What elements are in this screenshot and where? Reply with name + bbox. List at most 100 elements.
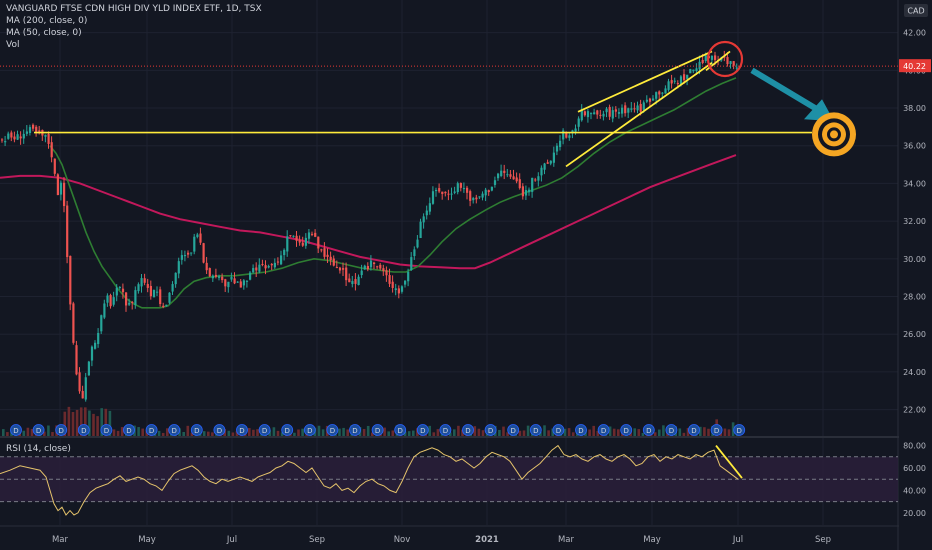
candle-body [524,190,528,196]
candle-body [450,193,453,195]
volume-bar [157,430,161,436]
candle-body [187,252,190,255]
volume-bar [592,425,595,436]
volume-bar [481,430,485,436]
volume-bar [202,431,206,436]
dividend-marker-label: D [330,427,335,435]
candle-body [661,92,664,94]
dividend-marker [416,424,429,436]
volume-bar [617,429,620,436]
volume-bar [699,426,702,436]
dividend-marker-label: D [104,427,109,435]
candle-body [221,276,224,281]
candle-body [397,288,400,294]
candle-body [264,265,267,269]
candle-body [239,281,242,288]
candle-body [546,162,549,164]
dividend-marker [303,424,316,436]
candle-body [602,113,605,117]
volume-bar [137,427,140,436]
dividend-marker-label: D [624,427,629,435]
dividend-marker-label: D [375,427,380,435]
volume-bar [383,427,386,436]
dividend-marker [349,424,361,436]
last-price-label: 40.22 [903,62,926,71]
volume-bar [2,429,5,436]
candle-body [47,133,50,144]
rsi-tick-label: 60.00 [903,464,926,473]
candle-body [484,189,487,196]
volume-bar [407,431,411,436]
candle-body [211,275,214,279]
volume-bar [547,430,550,436]
dividend-marker [100,424,113,436]
legend-ma200[interactable]: MA (200, close, 0) [6,16,87,27]
volume-bar [141,428,144,436]
volume-bar [653,432,657,436]
candle-body [462,188,466,190]
dividend-marker [620,424,633,436]
time-tick-label: May [138,535,156,545]
legend-vol[interactable]: Vol [6,40,19,51]
candle-body [655,92,658,99]
dividend-marker [529,424,542,436]
candle-body [639,103,642,112]
candle-body [549,160,552,164]
legend-ma50[interactable]: MA (50, close, 0) [6,28,82,39]
candle-body [304,237,307,246]
volume-bar [457,425,460,436]
volume-bar [96,416,99,436]
volume-bar [498,429,501,436]
candle-body [53,158,56,174]
candle-body [586,111,590,118]
candle-body [580,109,583,121]
price-tick-label: 26.00 [903,330,926,339]
channel-upper-line [577,50,713,113]
candle-body [689,69,692,74]
price-tick-label: 22.00 [903,406,926,415]
volume-bar [276,430,280,436]
candle-body [413,249,416,257]
candle-body [453,191,456,193]
ma50-line [49,77,737,309]
price-tick-label: 24.00 [903,368,926,377]
candle-body [63,182,66,207]
volume-bar [571,432,575,436]
dividend-marker-label: D [126,427,131,435]
dividend-marker-label: D [420,427,425,435]
candle-body [642,102,645,110]
volume-bar [88,410,91,436]
candle-body [1,139,4,141]
time-tick-label: Mar [52,535,69,545]
candle-body [624,105,627,114]
candle-body [19,136,22,139]
candle-body [342,268,345,270]
candle-body [292,235,295,237]
candle-body [658,91,661,95]
dividend-marker [326,424,339,436]
volume-bar [120,427,124,436]
candle-body [565,132,568,138]
volume-bar [211,432,214,436]
candle-body [199,233,202,243]
dividend-marker [597,424,610,436]
candle-body [131,302,134,304]
volume-bar [51,432,54,436]
candle-body [329,256,332,261]
dividend-marker [32,424,45,436]
legend-rsi[interactable]: RSI (14, close) [6,444,71,455]
volume-bar [588,429,591,436]
candle-body [555,145,559,152]
dividend-marker-label: D [194,427,199,435]
candle-body [692,69,695,72]
candle-body [255,267,258,271]
candle-body [478,196,481,198]
volume-bar [596,431,600,436]
volume-bar [92,413,95,436]
annotations [0,40,898,168]
dividend-marker-label: D [578,427,583,435]
rsi-tick-label: 80.00 [903,442,926,451]
candle-body [128,302,131,305]
candle-body [704,55,707,62]
